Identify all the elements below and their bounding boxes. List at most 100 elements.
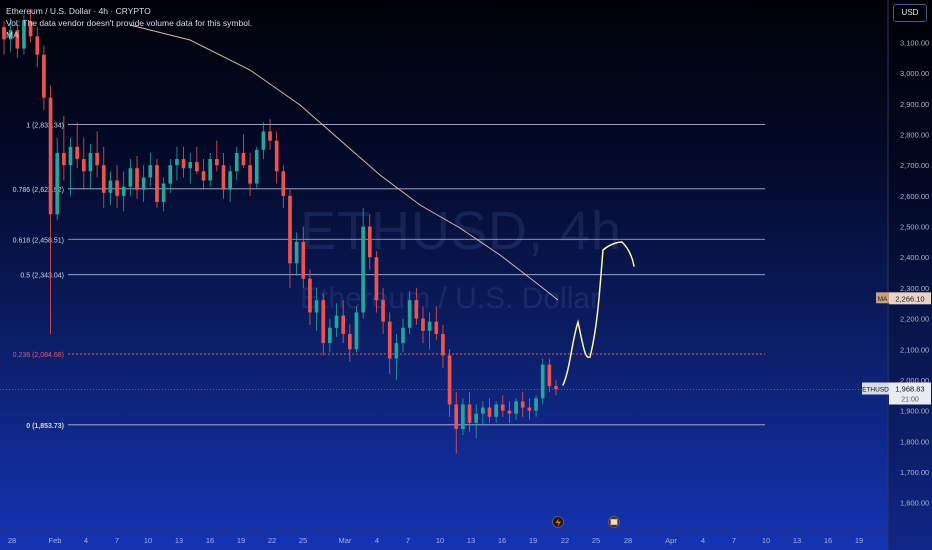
fib-level-label: 0.786 (2,622.92): [13, 187, 64, 194]
candle-body: [208, 159, 212, 181]
candle-body: [387, 321, 392, 359]
candle-body: [141, 177, 146, 190]
x-tick-label: 22: [561, 536, 569, 545]
candle-body: [547, 364, 552, 387]
x-tick-label: 22: [268, 536, 276, 545]
watermark-symbol: ETHUSD, 4h: [300, 201, 623, 261]
candle-body: [115, 180, 119, 196]
candle-body: [540, 364, 545, 399]
candle-body: [481, 407, 485, 414]
current-price-tag: [889, 382, 931, 405]
x-tick-label: 28: [624, 536, 632, 545]
candle-body: [454, 404, 459, 430]
y-tick-label: 1,600.00: [900, 499, 929, 508]
ma-price-tag: [889, 292, 931, 305]
x-tick-label: Apr: [665, 536, 677, 545]
ma-legend-label[interactable]: MA: [6, 30, 19, 40]
candle-body: [381, 300, 385, 322]
candle-body: [214, 159, 219, 166]
projection-drawing: [562, 241, 635, 386]
candle-body: [507, 410, 512, 414]
candle-body: [434, 321, 439, 334]
y-tick-label: 2,900.00: [900, 100, 929, 109]
candle-body: [48, 97, 53, 215]
candle-body: [95, 152, 99, 166]
ma-line: [129, 24, 559, 301]
volume-notice: Vol: The data vendor doesn't provide vol…: [6, 18, 253, 28]
x-tick-label: 4: [701, 536, 705, 545]
x-tick-label: 13: [175, 536, 183, 545]
symbol-tag: [862, 382, 889, 395]
ma-tag-label: MA: [878, 296, 888, 303]
x-tick-label: 28: [8, 536, 16, 545]
candle-body: [81, 159, 86, 172]
candle-body: [308, 278, 312, 313]
candle-body: [108, 180, 113, 193]
candle-body: [42, 54, 46, 98]
candle-body: [314, 300, 319, 313]
candle-body: [55, 152, 60, 215]
candle-body: [228, 171, 232, 190]
candle-body: [520, 401, 525, 408]
symbol-title[interactable]: Ethereum / U.S. Dollar · 4h · CRYPTO: [6, 6, 151, 16]
candle-body: [407, 300, 412, 328]
candle-body: [474, 413, 479, 423]
fib-level-label: 0.5 (2,343.04): [20, 273, 64, 280]
bolt-icon: [555, 518, 561, 527]
candle-body: [121, 186, 126, 196]
candle-body: [414, 300, 419, 319]
x-tick-label: 13: [793, 536, 801, 545]
candle-body: [241, 152, 246, 166]
y-tick-label: 3,100.00: [900, 38, 929, 47]
candle-countdown: 21:00: [901, 397, 919, 404]
candle-body: [101, 165, 106, 193]
y-tick-label: 1,700.00: [900, 468, 929, 477]
x-tick-label: 25: [299, 536, 307, 545]
candle-body: [181, 159, 186, 169]
fib-level-label: 0.236 (2,084.68): [13, 352, 64, 359]
x-tick-label: 19: [237, 536, 245, 545]
candle-body: [75, 146, 79, 160]
candle-body: [467, 404, 472, 423]
y-tick-label: 2,800.00: [900, 131, 929, 140]
event-icon-calendar[interactable]: [608, 516, 620, 528]
watermark-description: Ethereum / U.S. Dollar: [300, 282, 601, 315]
currency-button[interactable]: USD: [893, 4, 927, 22]
x-tick-label: 16: [824, 536, 832, 545]
x-tick-label: 16: [206, 536, 214, 545]
event-icon-bolt[interactable]: [552, 516, 564, 528]
current-price-value: 1,968.83: [895, 385, 924, 394]
calendar-icon: [610, 518, 618, 526]
candle-body: [367, 226, 372, 258]
x-tick-label: 19: [855, 536, 863, 545]
x-tick-label: 13: [467, 536, 475, 545]
fib-level-label: 0.618 (2,458.51): [13, 237, 64, 244]
y-tick-label: 2,100.00: [900, 345, 929, 354]
candle-body: [321, 300, 326, 344]
candle-body: [274, 140, 279, 172]
x-tick-label: 4: [375, 536, 379, 545]
candle-body: [175, 159, 179, 166]
candle-body: [554, 386, 558, 390]
candle-body: [248, 165, 252, 184]
candle-body: [461, 404, 465, 430]
candle-body: [8, 30, 13, 40]
candle-body: [28, 20, 33, 37]
candle-body: [527, 407, 532, 411]
y-tick-label: 2,500.00: [900, 223, 929, 232]
x-tick-label: 10: [762, 536, 770, 545]
candle-body: [168, 165, 173, 184]
y-tick-label: 2,200.00: [900, 315, 929, 324]
x-tick-label: 10: [436, 536, 444, 545]
candle-body: [334, 315, 339, 328]
x-tick-label: 19: [529, 536, 537, 545]
candle-body: [447, 355, 452, 405]
candle-body: [281, 171, 286, 196]
candle-body: [268, 131, 272, 141]
candle-body: [421, 318, 425, 331]
candle-body: [394, 343, 399, 359]
fib-level-label: 1 (2,832.34): [26, 123, 64, 130]
candle-body: [128, 168, 133, 187]
